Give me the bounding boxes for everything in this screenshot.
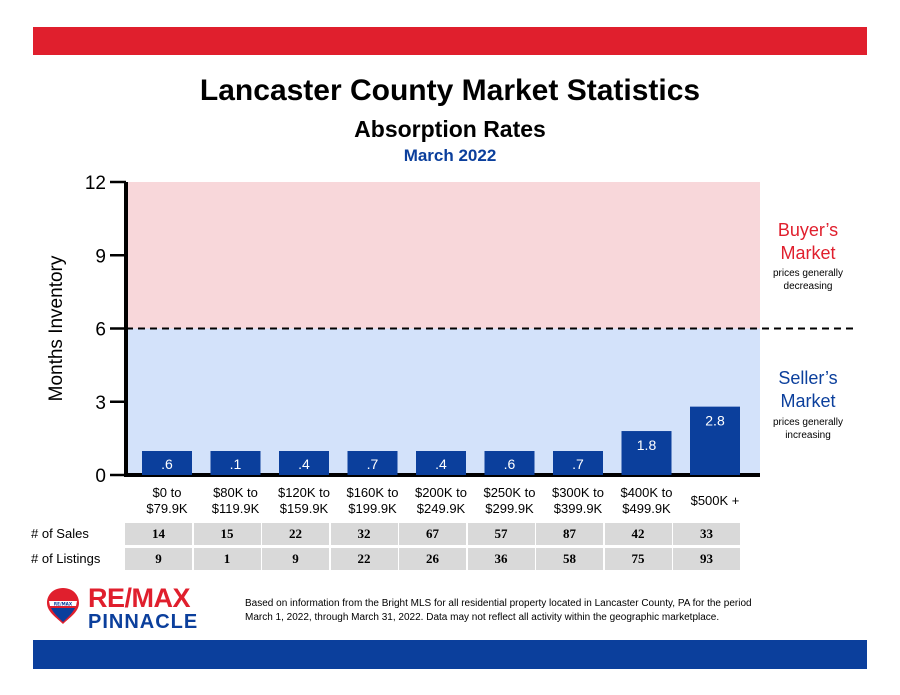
buyers-zone [126,182,760,329]
sales-cell: 32 [330,523,398,545]
x-tick-label-line2: $499.9K [622,501,671,516]
source-footnote: Based on information from the Bright MLS… [245,597,865,625]
buyers-market-title2: Market [780,243,835,263]
sales-cell: 67 [399,523,466,545]
bar [553,451,603,475]
x-tick-label-line2: $249.9K [417,501,466,516]
x-tick-label-line1: $200K to [415,485,467,500]
listings-cell: 36 [467,548,535,570]
sales-cell: 87 [536,523,603,545]
bar-value-label: .4 [435,456,447,472]
bar [279,451,329,475]
buyers-market-note2: decreasing [784,281,833,292]
sales-row: # of Sales 14 15 22 32 67 57 87 42 33 [31,523,867,545]
x-tick-label-line1: $80K to [213,485,258,500]
bar-value-label: 1.8 [637,437,657,453]
bar-value-label: .6 [161,456,173,472]
y-tick-label: 3 [95,393,106,414]
x-tick-label: $500K + [691,493,740,508]
listings-cell: 1 [193,548,261,570]
bar [347,451,398,475]
page-title: Lancaster County Market Statistics [199,74,701,107]
y-tick-label: 9 [95,246,106,267]
listings-cell: 58 [536,548,603,570]
sales-cell: 42 [604,523,672,545]
x-tick-label-line1: $120K to [278,485,330,500]
balloon-icon: RE/MAX [47,588,79,624]
bar-value-label: .7 [367,456,379,472]
remax-logo: RE/MAX RE/MAX PINNACLE [46,583,216,633]
absorption-chart: 0 3 6 9 12 Months Inventory .6 $0 to$79.9K .1 $80… [46,173,858,516]
listings-row: # of Listings 9 1 9 22 26 36 58 75 93 [31,548,867,570]
logo-line1: RE/MAX [88,583,191,613]
sellers-market-title2: Market [780,391,835,411]
x-tick-label-line2: $79.9K [146,501,188,516]
bar-value-label: 2.8 [705,413,725,429]
sellers-market-note1: prices generally [773,417,843,428]
y-axis-label: Months Inventory [46,255,67,401]
bar [621,431,672,475]
x-tick-label-line1: $250K to [483,485,535,500]
x-tick-label-line2: $399.9K [554,501,603,516]
sellers-market-note2: increasing [785,430,831,441]
bar-value-label: .4 [298,456,310,472]
buyers-market-title: Buyer’s [778,220,838,240]
logo-line2: PINNACLE [88,611,199,633]
buyers-market-note1: prices generally [773,268,843,279]
y-tick-label: 6 [95,320,106,341]
footnote-line1: Based on information from the Bright MLS… [245,598,752,609]
report-period: March 2022 [403,146,497,165]
bar-value-label: .6 [504,456,516,472]
listings-cell: 9 [125,548,192,570]
listings-cell: 75 [604,548,672,570]
footnote-line2: March 1, 2022, through March 31, 2022. D… [245,612,720,623]
bottom-blue-band [33,640,867,669]
bar [484,451,535,475]
x-tick-label-line2: $159.9K [280,501,329,516]
bar [210,451,261,475]
x-tick-label-line2: $199.9K [348,501,397,516]
x-tick-label-line1: $160K to [346,485,398,500]
page-subtitle: Absorption Rates [354,116,546,142]
x-tick-label-line1: $0 to [153,485,182,500]
sales-cell: 57 [467,523,535,545]
listings-cell: 93 [673,548,740,570]
sales-cell: 22 [262,523,329,545]
sales-cell: 15 [193,523,261,545]
sales-row-label: # of Sales [31,526,89,541]
x-tick-label-line2: $299.9K [485,501,534,516]
x-tick-label-line2: $119.9K [212,501,260,516]
bar-value-label: .7 [572,456,584,472]
bar [142,451,192,475]
sales-cell: 33 [673,523,740,545]
bar [416,451,466,475]
listings-row-label: # of Listings [31,551,101,566]
bar-value-label: .1 [230,456,242,472]
x-tick-label-line1: $400K to [620,485,672,500]
sellers-market-title: Seller’s [778,368,837,388]
listings-cell: 9 [262,548,329,570]
sales-cell: 14 [125,523,192,545]
listings-cell: 26 [399,548,466,570]
balloon-text: RE/MAX [54,601,73,606]
y-tick-label: 0 [95,466,106,487]
y-tick-label: 12 [85,173,106,194]
listings-cell: 22 [330,548,398,570]
top-red-band [33,27,867,55]
x-tick-label-line1: $300K to [552,485,604,500]
bar [690,406,740,475]
